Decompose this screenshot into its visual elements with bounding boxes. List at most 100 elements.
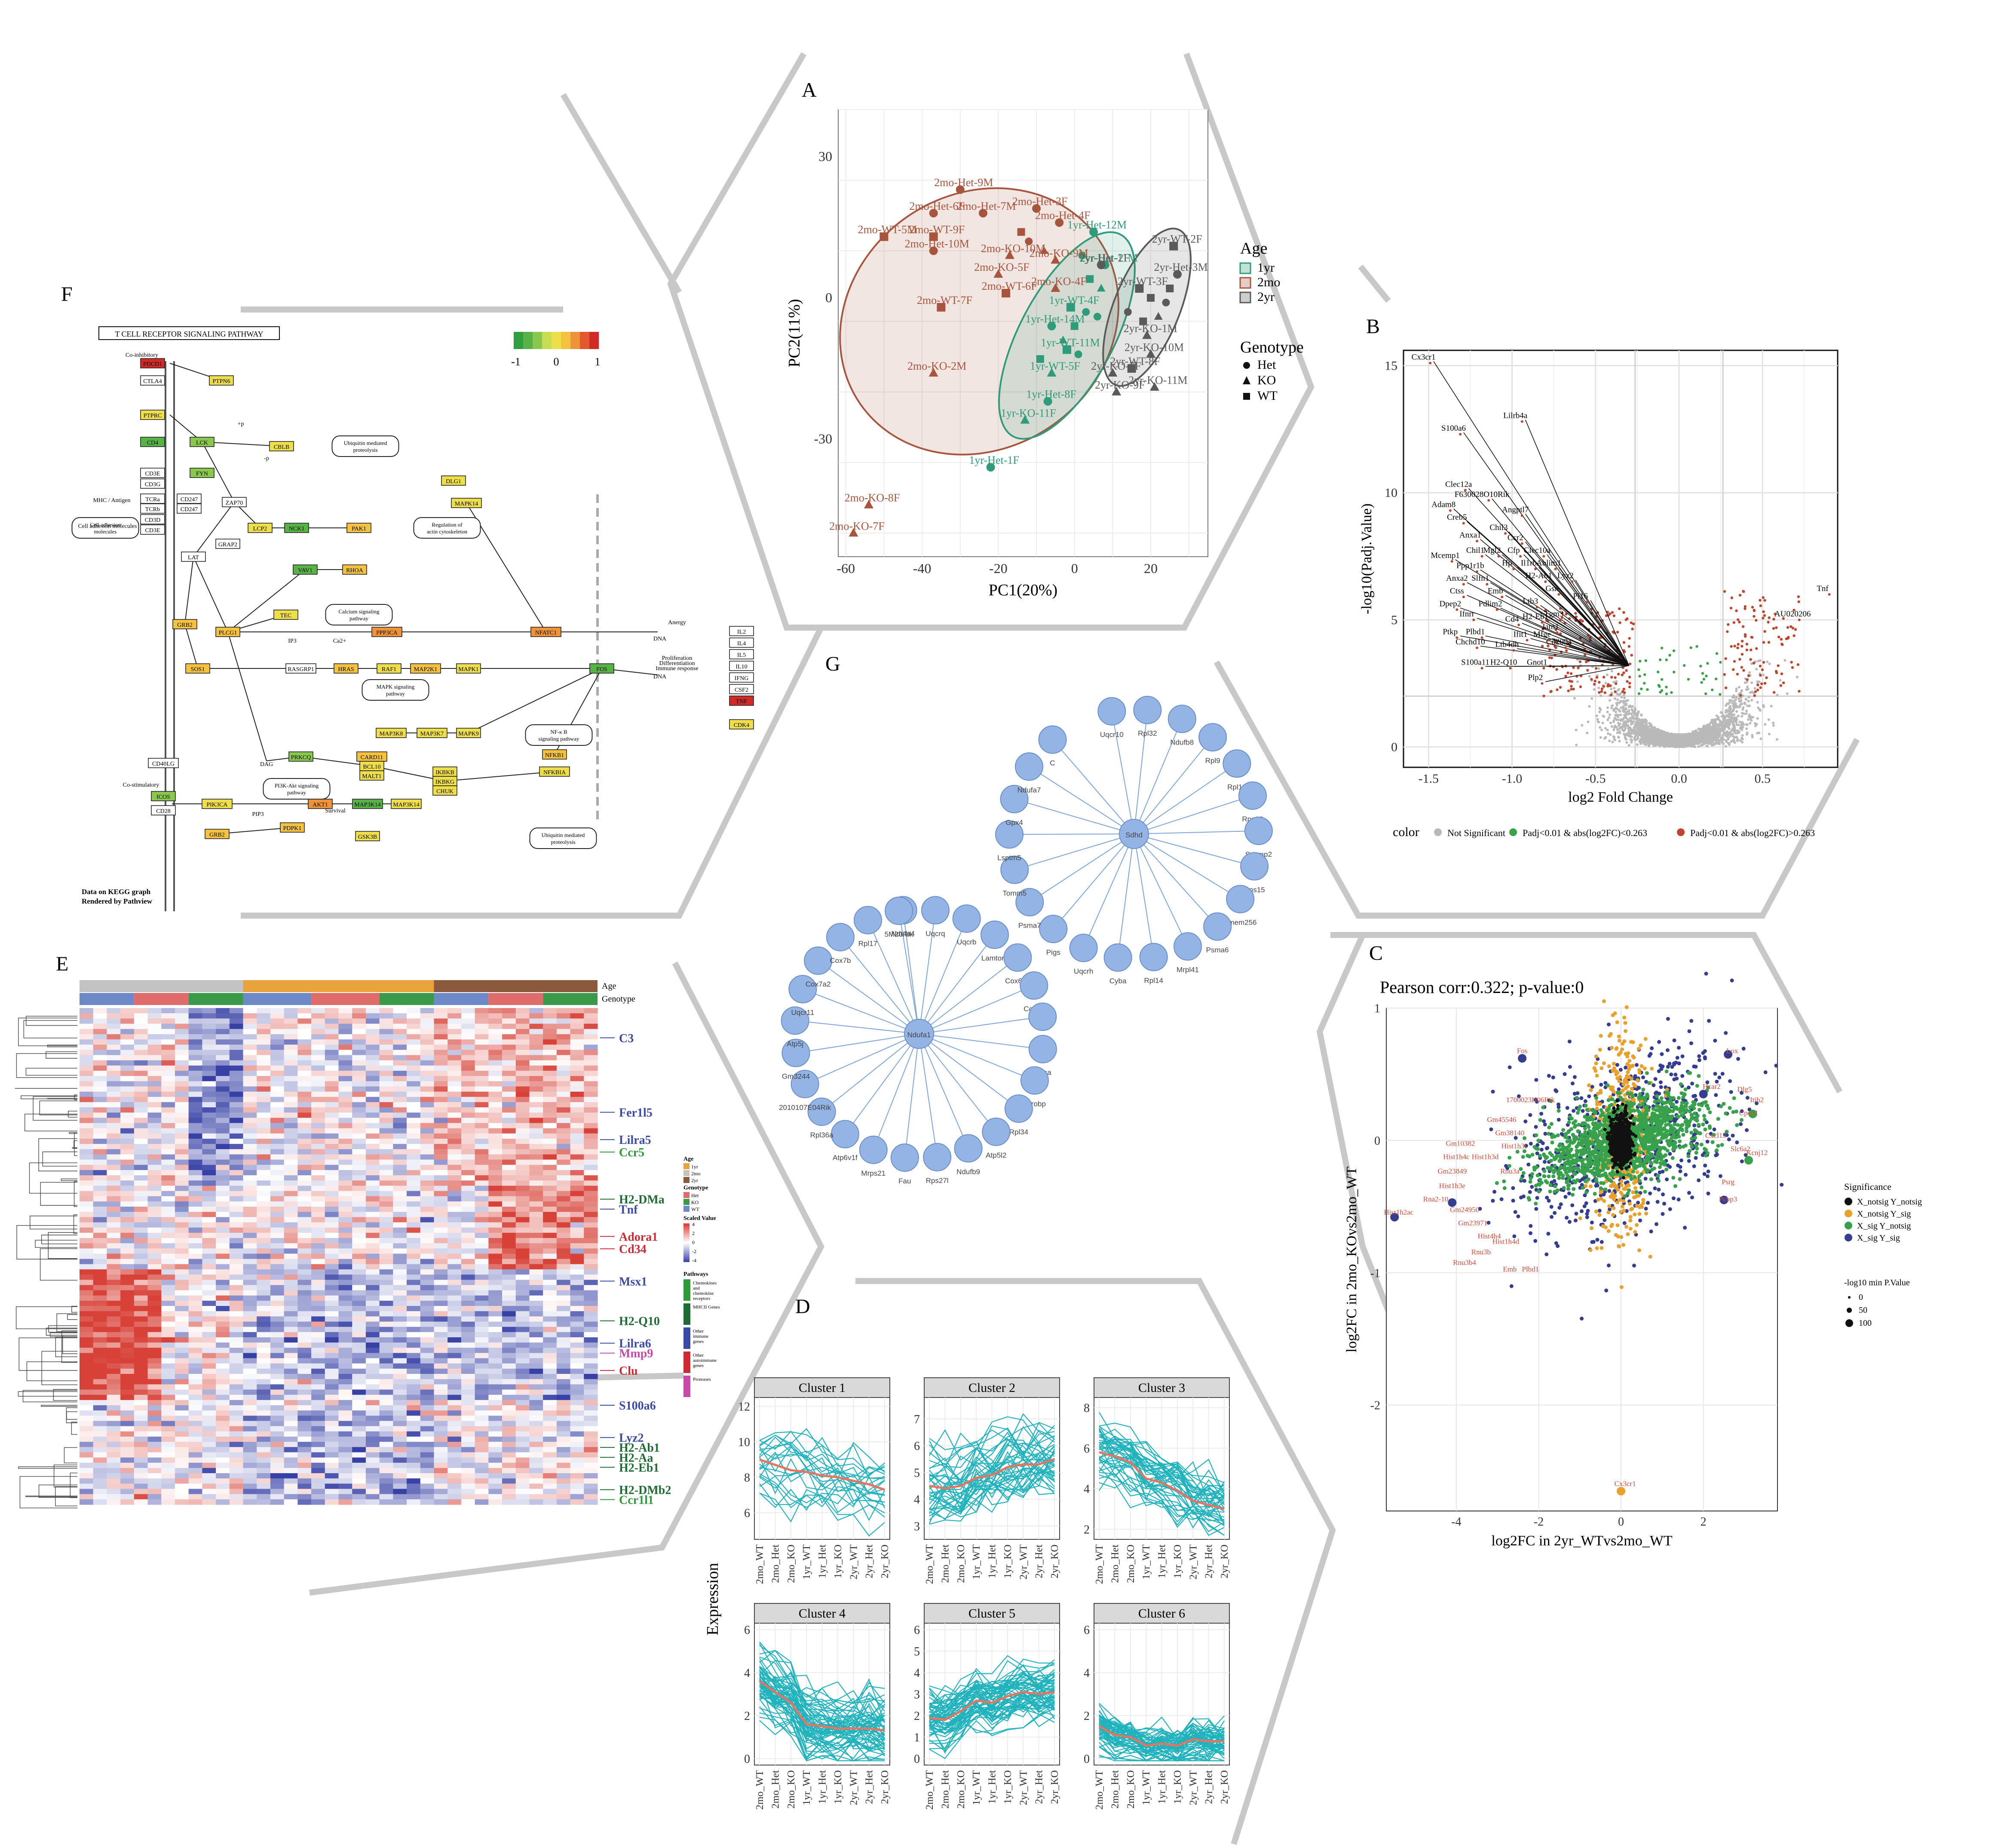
corr-point [1567, 1120, 1571, 1125]
pca-point [929, 208, 938, 218]
pca-point [1169, 242, 1178, 251]
corr-point [1625, 1074, 1629, 1078]
corr-point [1587, 1094, 1591, 1098]
corr-point [1599, 1082, 1603, 1087]
volcano-point-up [1737, 643, 1740, 646]
corr-point [1603, 1218, 1607, 1222]
corr-point [1606, 1263, 1611, 1268]
corr-point [1671, 1096, 1676, 1100]
volcano-point [1725, 724, 1728, 727]
volcano-point [1759, 659, 1762, 662]
corr-point [1697, 1178, 1701, 1183]
corr-point [1634, 1223, 1639, 1227]
corr-point [1625, 1080, 1629, 1085]
corr-point [1673, 1184, 1677, 1188]
x-tick-label: -60 [837, 561, 855, 576]
volcano-point-up [1628, 662, 1632, 665]
pca-point [1124, 308, 1132, 316]
gene-label: Anxa2 [1446, 574, 1468, 583]
corr-point [1774, 1063, 1778, 1068]
volcano-point-ns [1637, 692, 1641, 695]
corr-point [1606, 1098, 1611, 1102]
volcano-point-up [1593, 683, 1596, 686]
labelled-point [1526, 639, 1529, 642]
volcano-point [1677, 738, 1680, 741]
volcano-point-up [1733, 644, 1736, 648]
corr-point [1546, 1232, 1551, 1236]
corr-point [1580, 1316, 1584, 1321]
pca-point [1154, 312, 1163, 320]
volcano-point [1732, 740, 1735, 743]
corr-point [1657, 1187, 1661, 1192]
volcano-point [1713, 739, 1716, 742]
volcano-point-up [1603, 691, 1606, 694]
volcano-point [1741, 715, 1744, 718]
volcano-point [1639, 721, 1642, 724]
volcano-point [1746, 731, 1749, 734]
volcano-point [1645, 721, 1648, 724]
volcano-point [1608, 713, 1611, 716]
corr-point [1683, 1087, 1688, 1091]
pca-point [986, 463, 995, 472]
corr-point [1643, 1037, 1648, 1041]
confidence-ellipse [839, 187, 1119, 456]
legend-label: Padj<0.01 & abs(log2FC)<0.263 [1523, 827, 1647, 838]
point-label: 2mo-KO-10M [981, 242, 1045, 254]
corr-point [1599, 1108, 1603, 1112]
volcano-point-up [1555, 668, 1558, 671]
corr-point [1595, 1073, 1599, 1078]
volcano-point-up [1750, 636, 1754, 639]
corr-point [1521, 1155, 1525, 1159]
volcano-point-ns [1714, 677, 1718, 680]
corr-point [1549, 1158, 1553, 1163]
volcano-point [1631, 720, 1634, 723]
corr-point [1624, 1005, 1629, 1009]
volcano-point [1628, 712, 1631, 715]
volcano-point [1747, 700, 1750, 703]
corr-point [1615, 1020, 1619, 1024]
volcano-point [1766, 660, 1769, 663]
corr-point [1528, 1231, 1532, 1235]
corr-point [1690, 1082, 1694, 1086]
volcano-point [1711, 730, 1714, 733]
volcano-point [1717, 725, 1720, 728]
volcano-point [1671, 737, 1674, 740]
corr-point [1697, 1058, 1701, 1062]
corr-point [1694, 1065, 1698, 1069]
point-label: 2yr-KO-1M [1124, 322, 1177, 334]
volcano-point-up [1759, 604, 1762, 607]
volcano-point [1621, 723, 1624, 726]
volcano-point-up [1578, 660, 1581, 663]
x-tick-label: -0.5 [1585, 772, 1606, 786]
corr-point [1547, 1074, 1551, 1078]
volcano-point-up [1750, 648, 1753, 652]
corr-point [1612, 1183, 1616, 1187]
volcano-point [1724, 734, 1727, 737]
volcano-point [1646, 727, 1649, 730]
point-label: 2mo-Het-7M [957, 200, 1016, 212]
volcano-point [1650, 729, 1653, 732]
volcano-point [1636, 735, 1639, 738]
corr-point [1621, 1199, 1626, 1203]
volcano-point [1738, 720, 1741, 723]
corr-point [1666, 1017, 1670, 1021]
y-tick-label: 15 [1385, 359, 1397, 373]
volcano-point-ns [1706, 662, 1709, 665]
gene-label: Cfp [1508, 546, 1520, 555]
corr-point [1609, 1045, 1614, 1050]
corr-point [1736, 1057, 1741, 1061]
labelled-point [1475, 539, 1478, 542]
labelled-point [1541, 682, 1544, 685]
volcano-point [1615, 704, 1618, 707]
corr-point [1689, 1131, 1694, 1135]
point-label: 2mo-KO-9M [1030, 247, 1088, 259]
volcano-point-up [1741, 653, 1744, 656]
volcano-point [1607, 732, 1610, 735]
volcano-point [1727, 732, 1730, 735]
gene-label: Pdlim2 [1479, 599, 1502, 608]
volcano-point-up [1731, 668, 1735, 671]
point-label: 1yr-WT-11M [1041, 336, 1100, 349]
volcano-point [1616, 728, 1619, 731]
volcano-point [1749, 722, 1752, 725]
corr-point [1618, 1051, 1623, 1055]
